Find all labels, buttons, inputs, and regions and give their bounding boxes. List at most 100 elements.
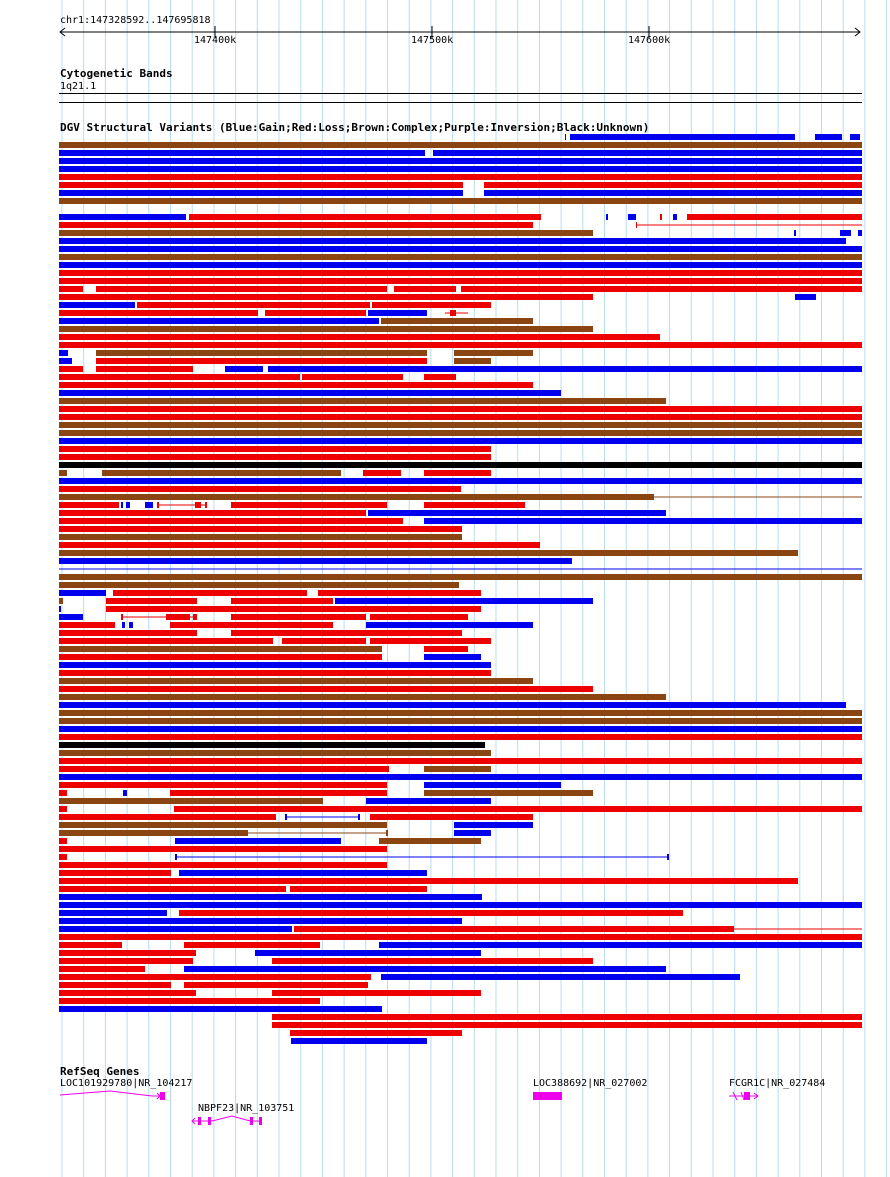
variant-bar[interactable] xyxy=(59,926,292,932)
variant-bar[interactable] xyxy=(59,254,862,260)
variant-bar[interactable] xyxy=(179,910,683,916)
variant-bar[interactable] xyxy=(424,782,561,788)
variant-bar[interactable] xyxy=(424,518,862,524)
variant-bar[interactable] xyxy=(59,486,461,492)
variant-bar[interactable] xyxy=(59,502,119,508)
variant-bar[interactable] xyxy=(59,534,462,540)
variant-bar[interactable] xyxy=(372,302,491,308)
variant-bar[interactable] xyxy=(59,158,862,164)
variant-bar[interactable] xyxy=(370,638,491,644)
variant-bar[interactable] xyxy=(195,502,201,508)
variant-bar[interactable] xyxy=(282,638,366,644)
variant-bar[interactable] xyxy=(179,870,427,876)
variant-bar[interactable] xyxy=(59,894,482,900)
variant-bar[interactable] xyxy=(302,374,403,380)
variant-bar[interactable] xyxy=(59,526,462,532)
variant-bar[interactable] xyxy=(858,230,862,236)
variant-bar[interactable] xyxy=(170,622,333,628)
variant-bar[interactable] xyxy=(265,310,366,316)
gene-glyph[interactable] xyxy=(729,1091,759,1101)
variant-bar[interactable] xyxy=(59,846,387,852)
variant-bar[interactable] xyxy=(394,286,456,292)
variant-bar[interactable] xyxy=(102,470,341,476)
variant-bar[interactable] xyxy=(231,598,333,604)
variant-bar[interactable] xyxy=(386,830,388,836)
variant-bar[interactable] xyxy=(268,366,862,372)
variant-bar[interactable] xyxy=(59,310,258,316)
variant-bar[interactable] xyxy=(59,358,72,364)
variant-bar[interactable] xyxy=(59,630,197,636)
variant-bar[interactable] xyxy=(815,134,842,140)
variant-bar[interactable] xyxy=(205,502,207,508)
variant-bar[interactable] xyxy=(59,414,862,420)
variant-bar[interactable] xyxy=(59,590,106,596)
variant-bar[interactable] xyxy=(59,542,540,548)
variant-bar[interactable] xyxy=(59,438,862,444)
variant-bar[interactable] xyxy=(59,550,798,556)
variant-bar[interactable] xyxy=(59,182,463,188)
gene-exon[interactable] xyxy=(198,1117,201,1125)
variant-bar[interactable] xyxy=(231,614,366,620)
variant-bar[interactable] xyxy=(850,134,860,140)
variant-bar[interactable] xyxy=(366,622,533,628)
variant-bar[interactable] xyxy=(59,814,276,820)
variant-bar[interactable] xyxy=(59,998,320,1004)
variant-bar[interactable] xyxy=(59,910,167,916)
variant-bar[interactable] xyxy=(59,262,862,268)
variant-bar[interactable] xyxy=(174,806,862,812)
variant-bar[interactable] xyxy=(184,966,666,972)
variant-bar[interactable] xyxy=(59,830,248,836)
variant-bar[interactable] xyxy=(59,174,862,180)
variant-bar[interactable] xyxy=(628,214,636,220)
variant-bar[interactable] xyxy=(59,886,286,892)
variant-bar[interactable] xyxy=(424,470,491,476)
variant-bar[interactable] xyxy=(59,342,862,348)
variant-bar[interactable] xyxy=(59,918,462,924)
variant-bar[interactable] xyxy=(59,934,862,940)
variant-bar[interactable] xyxy=(106,598,197,604)
variant-bar[interactable] xyxy=(368,310,427,316)
variant-bar[interactable] xyxy=(121,502,123,508)
variant-bar[interactable] xyxy=(59,166,862,172)
variant-bar[interactable] xyxy=(59,398,666,404)
variant-bar[interactable] xyxy=(318,590,481,596)
variant-bar[interactable] xyxy=(59,286,83,292)
variant-bar[interactable] xyxy=(454,358,491,364)
variant-bar[interactable] xyxy=(424,374,456,380)
variant-bar[interactable] xyxy=(184,942,320,948)
variant-bar[interactable] xyxy=(59,374,300,380)
gene-exon[interactable] xyxy=(533,1092,562,1100)
variant-bar[interactable] xyxy=(795,294,816,300)
variant-bar[interactable] xyxy=(175,854,177,860)
variant-bar[interactable] xyxy=(59,222,533,228)
variant-bar[interactable] xyxy=(122,622,125,628)
variant-bar[interactable] xyxy=(59,758,862,764)
variant-bar[interactable] xyxy=(59,838,67,844)
variant-bar[interactable] xyxy=(636,222,637,228)
variant-bar[interactable] xyxy=(370,814,533,820)
variant-bar[interactable] xyxy=(59,278,862,284)
variant-bar[interactable] xyxy=(231,630,462,636)
variant-bar[interactable] xyxy=(59,510,366,516)
variant-bar[interactable] xyxy=(59,662,491,668)
variant-bar[interactable] xyxy=(175,838,341,844)
variant-bar[interactable] xyxy=(166,614,190,620)
variant-bar[interactable] xyxy=(59,382,533,388)
variant-bar[interactable] xyxy=(285,814,287,820)
variant-bar[interactable] xyxy=(59,942,122,948)
variant-bar[interactable] xyxy=(193,614,197,620)
variant-bar[interactable] xyxy=(59,1006,382,1012)
variant-bar[interactable] xyxy=(366,798,491,804)
variant-bar[interactable] xyxy=(59,766,389,772)
variant-bar[interactable] xyxy=(59,902,862,908)
variant-bar[interactable] xyxy=(59,726,862,732)
variant-bar[interactable] xyxy=(59,950,196,956)
variant-bar[interactable] xyxy=(59,878,798,884)
variant-bar[interactable] xyxy=(113,590,307,596)
variant-bar[interactable] xyxy=(59,326,593,332)
variant-bar[interactable] xyxy=(59,798,323,804)
variant-bar[interactable] xyxy=(484,182,862,188)
variant-bar[interactable] xyxy=(363,470,401,476)
variant-bar[interactable] xyxy=(606,214,608,220)
variant-bar[interactable] xyxy=(59,558,572,564)
